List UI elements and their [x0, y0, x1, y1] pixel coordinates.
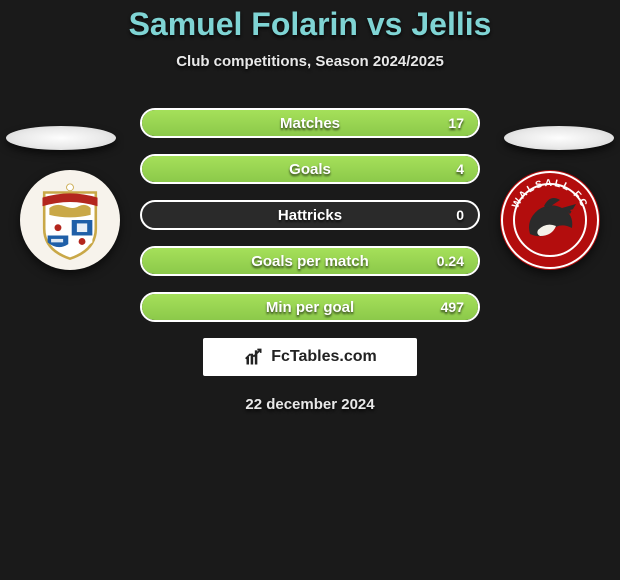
stat-label: Min per goal: [142, 294, 478, 320]
date-text: 22 december 2024: [0, 396, 620, 413]
stat-label: Goals: [142, 156, 478, 182]
watermark-badge: FcTables.com: [203, 338, 417, 376]
stat-value: 0.24: [437, 248, 464, 274]
page-title: Samuel Folarin vs Jellis: [0, 6, 620, 43]
stat-value: 17: [448, 110, 464, 136]
stat-row: Goals per match0.24: [140, 246, 480, 276]
stat-label: Hattricks: [142, 202, 478, 228]
stat-value: 0: [456, 202, 464, 228]
stat-label: Goals per match: [142, 248, 478, 274]
watermark-text: FcTables.com: [271, 348, 377, 366]
stat-label: Matches: [142, 110, 478, 136]
stat-row: Matches17: [140, 108, 480, 138]
stat-value: 4: [456, 156, 464, 182]
stat-row: Hattricks0: [140, 200, 480, 230]
stat-row: Min per goal497: [140, 292, 480, 322]
page-subtitle: Club competitions, Season 2024/2025: [0, 53, 620, 70]
stat-row: Goals4: [140, 154, 480, 184]
stat-value: 497: [441, 294, 464, 320]
chart-icon: [243, 347, 265, 367]
stats-container: Matches17 Goals4 Hattricks0 Goals per match…: [0, 108, 620, 322]
